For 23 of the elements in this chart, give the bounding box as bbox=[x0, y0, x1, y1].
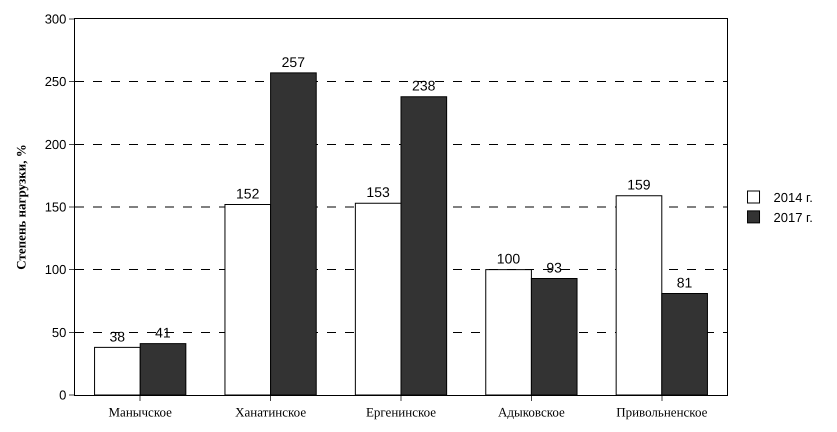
x-tick-label: Ергенинское bbox=[366, 404, 436, 420]
data-label: 159 bbox=[627, 176, 651, 193]
y-tick-label: 250 bbox=[44, 74, 66, 90]
x-tick-label: Манычское bbox=[108, 404, 172, 420]
y-axis-title: Степень нагрузки, % bbox=[14, 144, 29, 270]
y-tick-label: 200 bbox=[44, 136, 66, 152]
legend-label: 2014 г. bbox=[774, 190, 813, 206]
data-label: 41 bbox=[155, 324, 171, 341]
x-tick-label: Привольненское bbox=[616, 404, 708, 420]
y-tick-label: 50 bbox=[52, 324, 66, 340]
legend-label: 2017 г. bbox=[774, 210, 813, 225]
x-tick-label: Адыковское bbox=[498, 404, 566, 420]
data-label: 93 bbox=[546, 259, 562, 276]
data-label: 153 bbox=[366, 184, 390, 200]
y-tick-label: 300 bbox=[44, 12, 66, 27]
data-label: 152 bbox=[236, 185, 260, 202]
data-label: 81 bbox=[676, 274, 693, 290]
x-tick-label: Ханатинское bbox=[235, 404, 306, 420]
data-label: 257 bbox=[282, 54, 306, 70]
y-tick-label: 100 bbox=[44, 262, 66, 278]
y-tick-label: 0 bbox=[59, 388, 66, 403]
y-tick-label: 150 bbox=[44, 200, 66, 215]
data-label: 100 bbox=[496, 250, 520, 267]
